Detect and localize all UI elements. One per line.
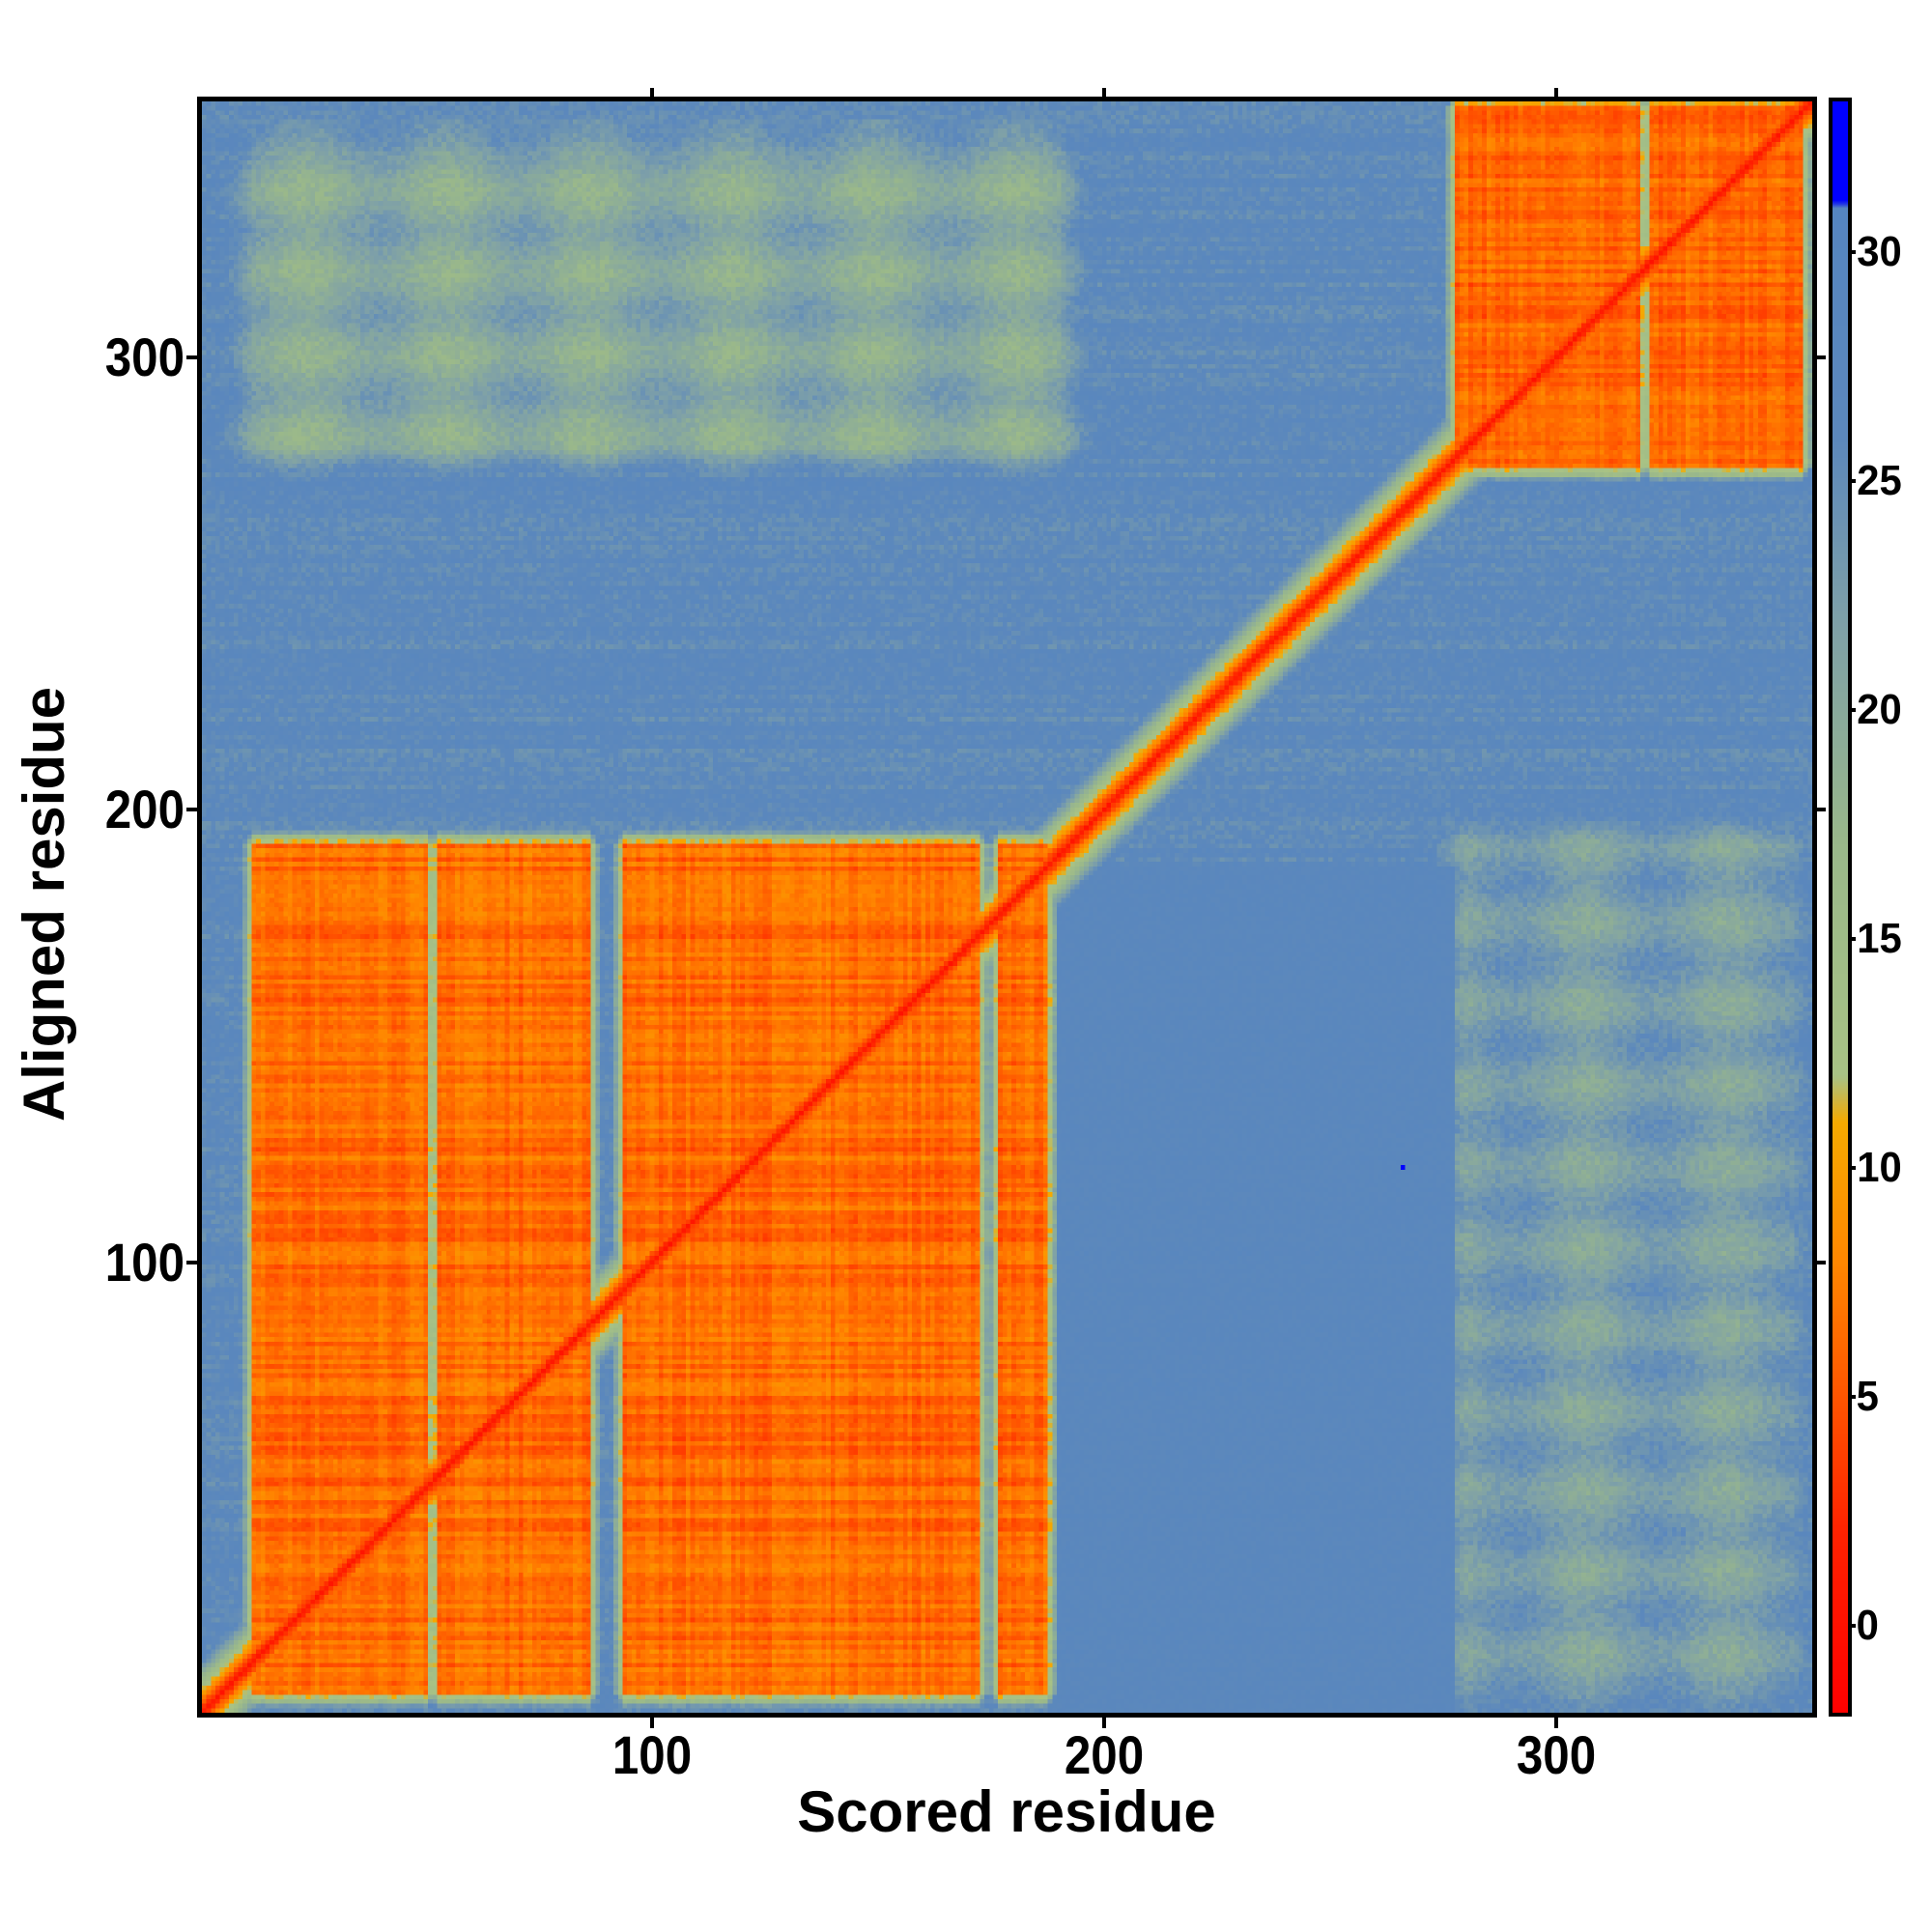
colorbar-tick-label: 15 [1857,915,1902,963]
x-tick-label: 100 [611,1724,693,1785]
x-tick-mark [649,88,654,98]
y-tick-label: 200 [104,779,185,840]
colorbar-gradient [1833,101,1848,1713]
colorbar-tick-mark [1848,479,1856,484]
x-tick-mark [1554,88,1559,98]
y-tick-mark [186,355,198,359]
x-tick-mark [1102,88,1107,98]
colorbar-tick-mark [1848,708,1856,713]
heatmap-plot-area [197,97,1817,1718]
colorbar-tick-label: 25 [1857,457,1902,505]
x-tick-label: 300 [1517,1724,1597,1785]
x-tick-mark [1554,1717,1559,1728]
colorbar-tick-label: 20 [1857,686,1902,734]
plot-frame [197,97,1817,1718]
colorbar-tick-mark [1848,937,1856,942]
colorbar-tick-label: 30 [1857,228,1902,276]
pae-heatmap [202,101,1812,1713]
colorbar-tick-label: 10 [1857,1144,1902,1192]
y-tick-mark [1816,1260,1826,1264]
y-tick-mark [186,808,198,812]
y-tick-label: 300 [104,326,185,387]
colorbar-tick-mark [1848,1395,1856,1400]
y-tick-label: 100 [104,1231,185,1293]
x-tick-mark [649,1717,654,1728]
colorbar-tick-mark [1848,250,1856,255]
colorbar-tick-label: 0 [1856,1601,1879,1649]
y-tick-mark [186,1260,198,1264]
y-tick-mark [1816,808,1826,812]
colorbar-tick-label: 5 [1856,1373,1879,1421]
colorbar-tick-mark [1848,1623,1856,1628]
y-axis-label: Aligned residue [12,686,76,1122]
x-tick-mark [1102,1717,1107,1728]
colorbar-tick-mark [1848,1166,1856,1171]
colorbar-frame [1829,98,1852,1717]
x-axis-label: Scored residue [797,1779,1216,1844]
y-tick-mark [1816,355,1826,359]
x-tick-label: 200 [1065,1724,1145,1785]
colorbar [1829,98,1852,1717]
